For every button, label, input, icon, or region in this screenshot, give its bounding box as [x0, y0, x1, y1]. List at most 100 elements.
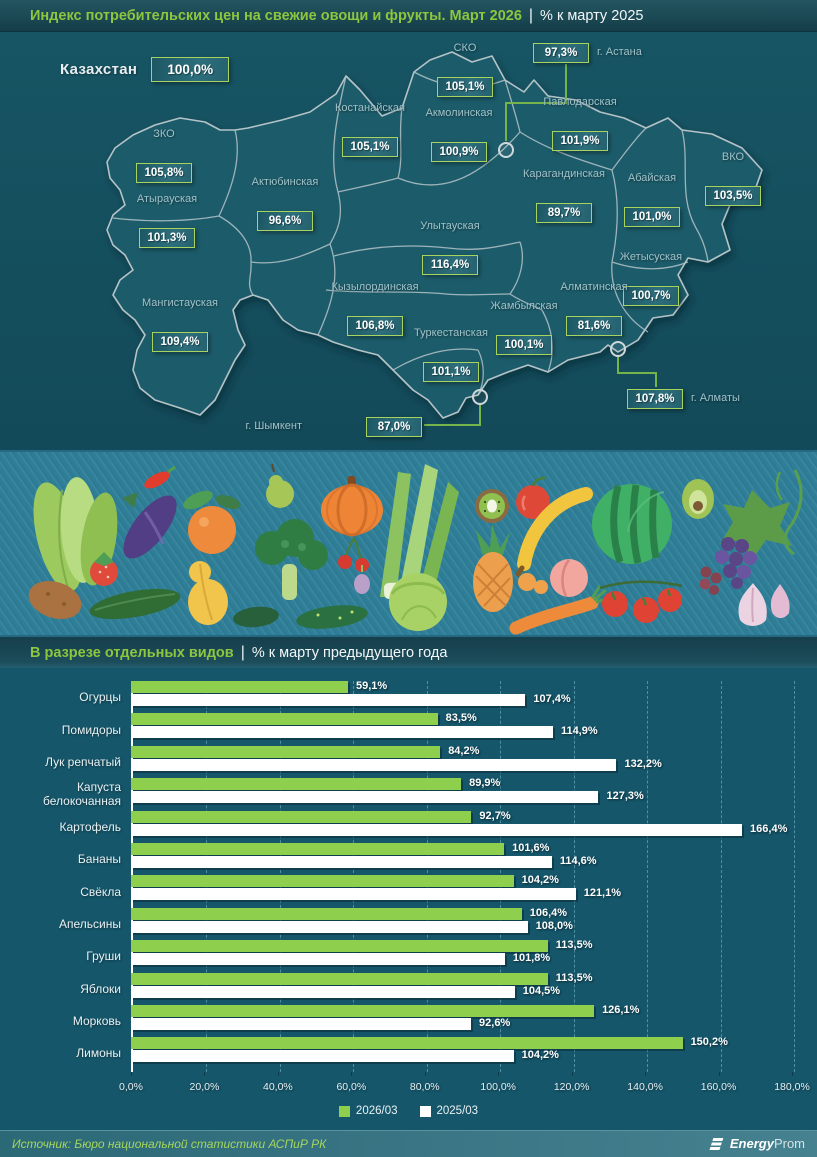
bar-value-label: 113,5%	[555, 939, 593, 952]
page-header: Индекс потребительских цен на свежие ово…	[0, 0, 817, 32]
region-name: Жетысуская	[619, 251, 683, 263]
chili-icon	[144, 465, 176, 489]
bar-value-label: 166,4%	[750, 822, 788, 835]
bar-2026/03: 89,9%	[131, 777, 500, 791]
cucumber2-icon	[296, 605, 368, 629]
bar-value-label: 108,0%	[535, 919, 573, 932]
gridline	[647, 681, 649, 1072]
bar-2026/03: 83,5%	[131, 712, 477, 726]
grape-leaf-icon	[720, 490, 792, 560]
region-value-box: 107,8%	[627, 389, 683, 409]
region-value-box: 100,7%	[623, 286, 679, 306]
bar-value-label: 126,1%	[602, 1003, 640, 1016]
tomatoes-icon	[599, 580, 683, 623]
region-value-box: 101,3%	[139, 228, 195, 248]
almaty-connector	[617, 357, 657, 387]
axis-tick-label: 20,0%	[189, 1081, 220, 1093]
region-name: Улытауская	[420, 220, 480, 232]
bar-2026/03: 101,6%	[131, 842, 549, 855]
axis-tick	[645, 1072, 647, 1076]
bar-2025/03: 166,4%	[131, 823, 787, 836]
bar-value-label: 83,5%	[445, 712, 477, 725]
region-name: ВКО	[721, 151, 745, 163]
category-label: Морковь	[72, 1014, 121, 1029]
region-name: г. Астана	[597, 46, 642, 58]
region-value-box: 101,0%	[624, 207, 680, 227]
bar-value-label: 113,5%	[555, 971, 593, 984]
chart-section-header: В разрезе отдельных видов | % к марту пр…	[0, 637, 817, 668]
bar-2025/03: 132,2%	[131, 758, 662, 771]
region-value-box: 116,4%	[422, 255, 478, 275]
shymkent-connector	[424, 405, 481, 426]
gridline	[794, 681, 795, 1072]
bar-2025/03: 107,4%	[131, 693, 571, 706]
country-label: Казахстан 100,0%	[60, 57, 230, 82]
region-name: г. Алматы	[691, 392, 740, 404]
tendril-icon	[775, 469, 803, 556]
region-value-box: 97,3%	[533, 43, 589, 63]
bar-2025/03: 127,3%	[131, 790, 644, 804]
bar-2026/03: 113,5%	[131, 939, 593, 953]
avocado-icon	[682, 479, 714, 519]
region-value-box: 100,9%	[431, 142, 487, 162]
region-name: СКО	[453, 42, 477, 54]
country-name: Казахстан	[60, 61, 138, 78]
bar-value-label: 132,2%	[624, 757, 662, 770]
category-label: Груши	[86, 949, 121, 964]
cherries-icon	[338, 537, 369, 572]
chart-row-помидоры: Помидоры 83,5% 114,9%	[0, 712, 792, 745]
region-value-box: 96,6%	[257, 211, 313, 231]
region-name: Мангистауская	[141, 297, 219, 309]
axis-tick	[498, 1072, 500, 1076]
axis-tick	[571, 1072, 573, 1076]
bar-2025/03: 104,2%	[131, 1049, 559, 1063]
axis-tick-label: 140,0%	[627, 1081, 663, 1093]
legend-item-2026-03: 2026/03	[338, 1105, 398, 1117]
astana-marker	[498, 142, 514, 158]
chart-row-груши: Груши 113,5% 101,8%	[0, 939, 792, 972]
category-label: Капуста белокочанная	[43, 780, 121, 809]
region-value-box: 81,6%	[566, 316, 622, 336]
axis-tick	[792, 1072, 793, 1076]
chart-row-свёкла: Свёкла 104,2% 121,1%	[0, 874, 792, 907]
region-name: Жамбылская	[490, 300, 558, 312]
legend-swatch	[338, 1105, 350, 1117]
grapes-red-icon	[699, 566, 722, 595]
axis-tick-label: 40,0%	[262, 1081, 293, 1093]
kazakhstan-map	[106, 51, 763, 426]
apple-icon	[516, 476, 550, 519]
region-borders	[112, 71, 709, 396]
region-value-box: 87,0%	[366, 417, 422, 437]
axis-tick-label: 100,0%	[480, 1081, 517, 1093]
x-axis: 0,0% 20,0% 40,0% 60,0% 80,0% 100,0% 120,0% 140,…	[119, 1072, 810, 1096]
category-label: Апельсины	[59, 916, 121, 931]
peach-icon	[550, 559, 588, 597]
shymkent-marker	[472, 389, 488, 405]
category-label: Свёкла	[80, 884, 121, 899]
map-section: Казахстан 100,0% ЗКО 105,8% Атырауская 101,…	[0, 32, 817, 450]
axis-tick	[204, 1072, 206, 1076]
region-value-box: 109,4%	[152, 332, 208, 352]
chart-row-яблоки: Яблоки 113,5% 104,5%	[0, 971, 792, 1005]
bar-value-label: 104,2%	[521, 874, 559, 887]
chart-row-морковь: Морковь 126,1% 92,6%	[0, 1003, 792, 1037]
axis-tick-label: 180,0%	[774, 1081, 810, 1093]
bar-value-label: 84,2%	[448, 744, 480, 757]
region-name: Туркестанская	[414, 327, 488, 339]
bar-2025/03: 114,9%	[131, 725, 598, 739]
gridline	[720, 681, 722, 1072]
bar-2025/03: 101,8%	[131, 952, 550, 966]
bar-value-label: 107,4%	[533, 693, 571, 705]
country-value-box: 100,0%	[151, 57, 230, 82]
energyprom-logo: EnergyProm	[709, 1135, 805, 1153]
bar-value-label: 150,2%	[690, 1036, 728, 1049]
logo-text-light: Prom	[773, 1136, 805, 1151]
region-value-box: 105,1%	[437, 77, 493, 97]
region-value-box: 89,7%	[536, 203, 592, 223]
pineapple-icon	[473, 524, 513, 612]
bar-value-label: 92,7%	[479, 809, 511, 822]
region-name: Карагандинская	[523, 168, 605, 180]
legend-label: 2026/03	[355, 1105, 398, 1117]
logo-text-bold: Energy	[729, 1136, 774, 1151]
